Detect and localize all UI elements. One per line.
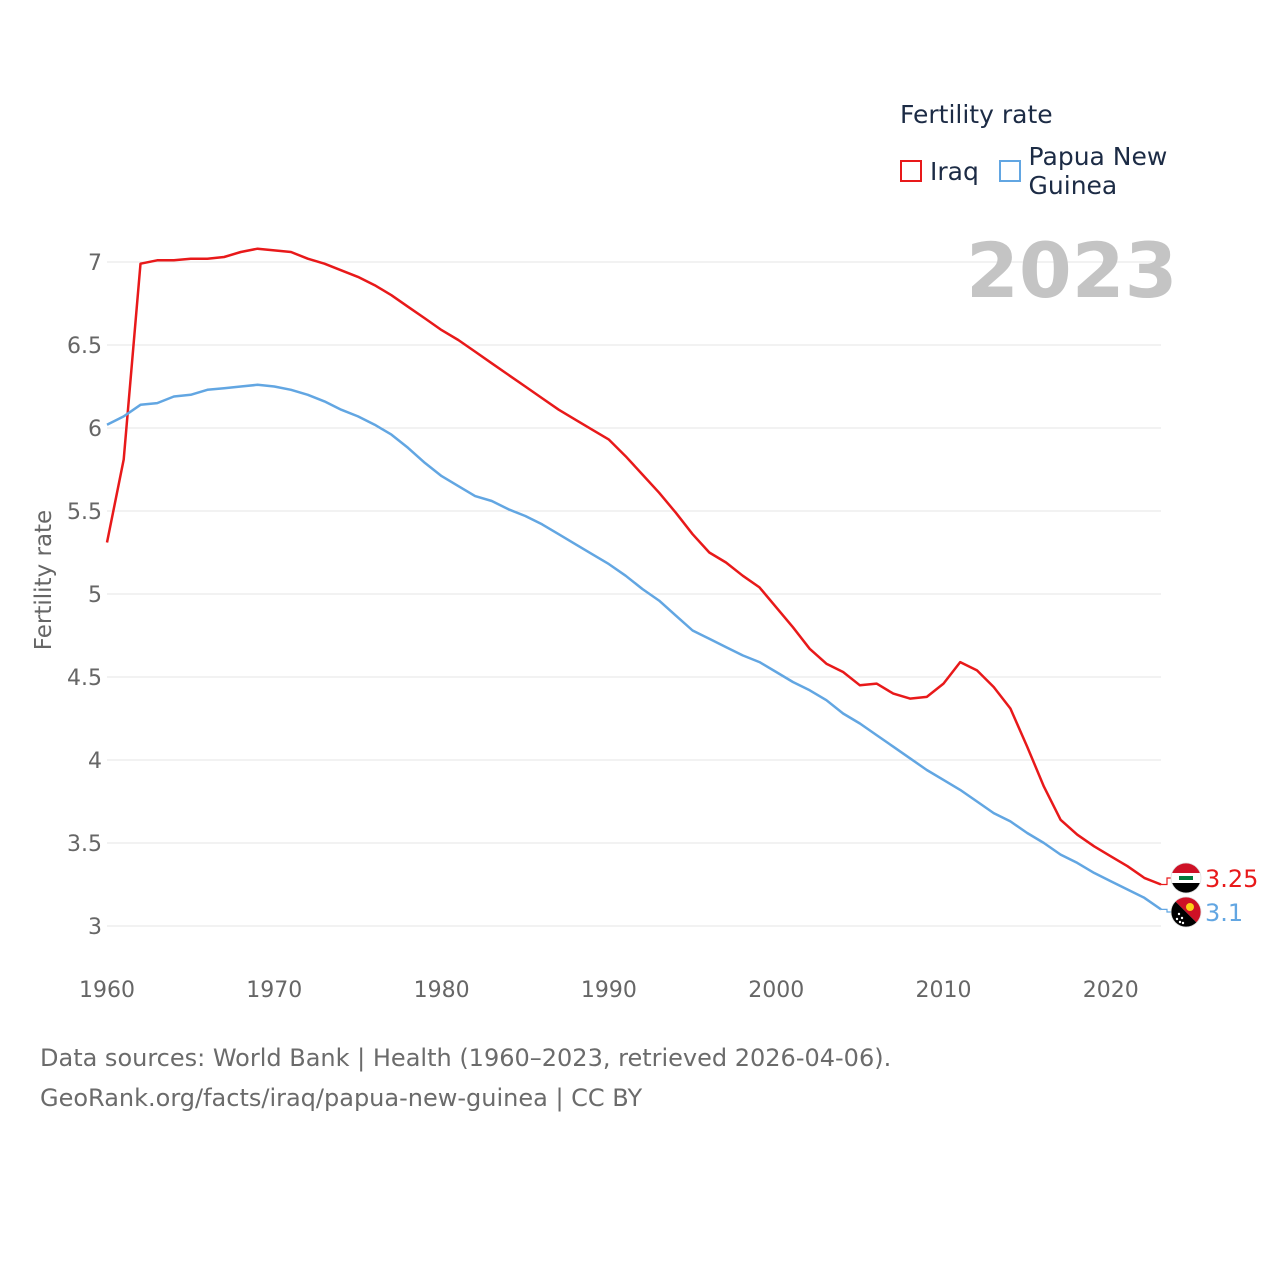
y-axis-label: Fertility rate: [31, 510, 57, 650]
y-tick-label: 3: [88, 915, 102, 940]
x-tick-label: 1960: [79, 978, 135, 1003]
legend-title: Fertility rate: [900, 100, 1053, 129]
x-tick-label: 1980: [414, 978, 470, 1003]
legend-label-papua-new-guinea: Papua New Guinea: [1028, 142, 1168, 200]
legend-swatch-papua-new-guinea: [998, 160, 1021, 182]
end-value-label: 3.25: [1205, 865, 1258, 893]
y-tick-label: 5: [88, 583, 102, 608]
y-tick-label: 6: [88, 417, 102, 442]
series-line-papua-new-guinea: [106, 383, 1162, 911]
x-axis-ticks: 1960 1970 1980 1990 2000 2010 2020: [79, 978, 1139, 1003]
x-tick-label: 1990: [581, 978, 637, 1003]
legend-item-iraq[interactable]: Iraq: [900, 157, 979, 186]
footer-sources: Data sources: World Bank | Health (1960–…: [40, 1044, 892, 1072]
y-tick-label: 4.5: [67, 666, 102, 691]
legend-label-iraq: Iraq: [930, 156, 979, 186]
x-tick-label: 2020: [1083, 978, 1139, 1003]
end-markers: 3.25 3.1: [1161, 862, 1258, 928]
series-lines: [105, 247, 1162, 911]
y-axis-ticks: 3 3.5 4 4.5 5 5.5 6 6.5 7: [67, 251, 102, 940]
y-tick-label: 7: [88, 251, 102, 276]
iraq-flag-icon: [1170, 862, 1202, 894]
x-tick-label: 2000: [748, 978, 804, 1003]
end-connector: [1161, 877, 1172, 886]
legend-item-papua-new-guinea[interactable]: Papua New Guinea: [998, 142, 1260, 200]
footer-attribution[interactable]: GeoRank.org/facts/iraq/papua-new-guinea …: [40, 1084, 643, 1112]
legend-swatch-iraq: [900, 160, 922, 182]
y-tick-label: 3.5: [67, 832, 102, 857]
x-tick-label: 1970: [246, 978, 302, 1003]
x-tick-label: 2010: [916, 978, 972, 1003]
gridlines: [107, 261, 1161, 927]
papua-new-guinea-flag-icon: [1170, 896, 1202, 928]
series-line-iraq: [105, 247, 1162, 886]
year-label: 2023: [966, 226, 1178, 315]
legend: Iraq Papua New Guinea: [900, 142, 1280, 200]
y-tick-label: 6.5: [67, 334, 102, 359]
y-tick-label: 4: [88, 749, 102, 774]
end-value-label: 3.1: [1205, 899, 1243, 927]
end-connector: [1161, 908, 1172, 913]
y-tick-label: 5.5: [67, 500, 102, 525]
